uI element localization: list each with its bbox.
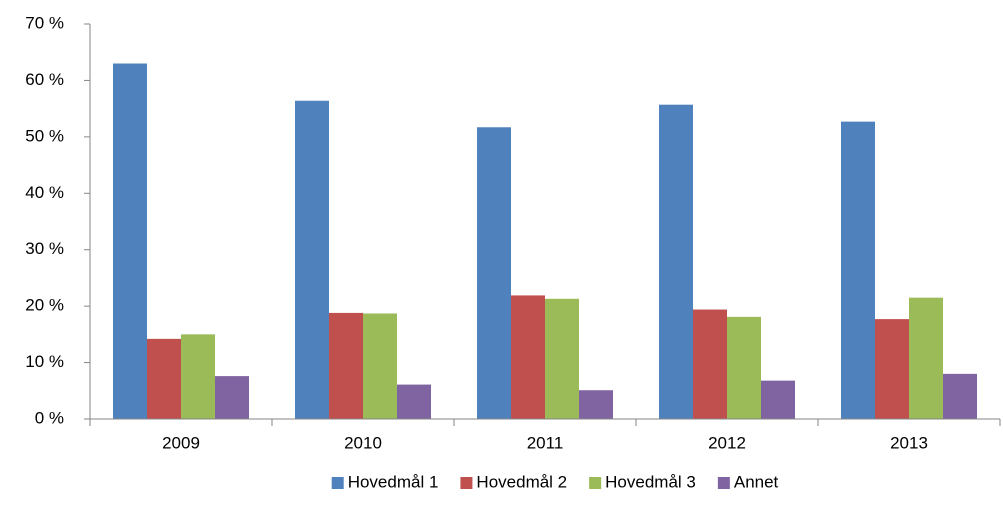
bar [875, 319, 909, 419]
y-tick-label: 30 % [25, 239, 64, 258]
bar [147, 338, 181, 419]
bar [181, 334, 215, 419]
y-tick-label: 70 % [25, 13, 64, 32]
y-tick-label: 20 % [25, 296, 64, 315]
legend-swatch [589, 477, 602, 489]
bar [841, 121, 875, 419]
bar [329, 312, 363, 419]
legend-swatch [331, 477, 344, 489]
bar [693, 309, 727, 419]
bar [511, 295, 545, 419]
bar [397, 384, 431, 419]
y-tick-label: 50 % [25, 126, 64, 145]
x-tick-label: 2011 [527, 433, 564, 452]
bar [477, 127, 511, 419]
bar [579, 390, 613, 419]
y-tick-label: 40 % [25, 183, 64, 202]
bar [909, 297, 943, 419]
bar [761, 380, 795, 419]
x-tick-label: 2012 [708, 433, 746, 452]
legend-label: Hovedmål 3 [605, 472, 696, 491]
legend-swatch [460, 477, 473, 489]
bar [215, 376, 249, 419]
legend-label: Hovedmål 2 [476, 472, 567, 491]
bar [295, 100, 329, 419]
y-tick-label: 10 % [25, 352, 64, 371]
x-tick-label: 2009 [162, 433, 200, 452]
x-tick-label: 2010 [344, 433, 382, 452]
bar [659, 104, 693, 419]
y-tick-label: 60 % [25, 70, 64, 89]
bar [727, 316, 761, 419]
y-tick-label: 0 % [35, 408, 64, 427]
bar [113, 63, 147, 419]
bar [545, 298, 579, 419]
legend-label: Hovedmål 1 [348, 472, 439, 491]
bar [943, 373, 977, 419]
x-tick-label: 2013 [890, 433, 928, 452]
legend-label: Annet [734, 472, 779, 491]
bar [363, 313, 397, 419]
legend-swatch [717, 477, 730, 489]
